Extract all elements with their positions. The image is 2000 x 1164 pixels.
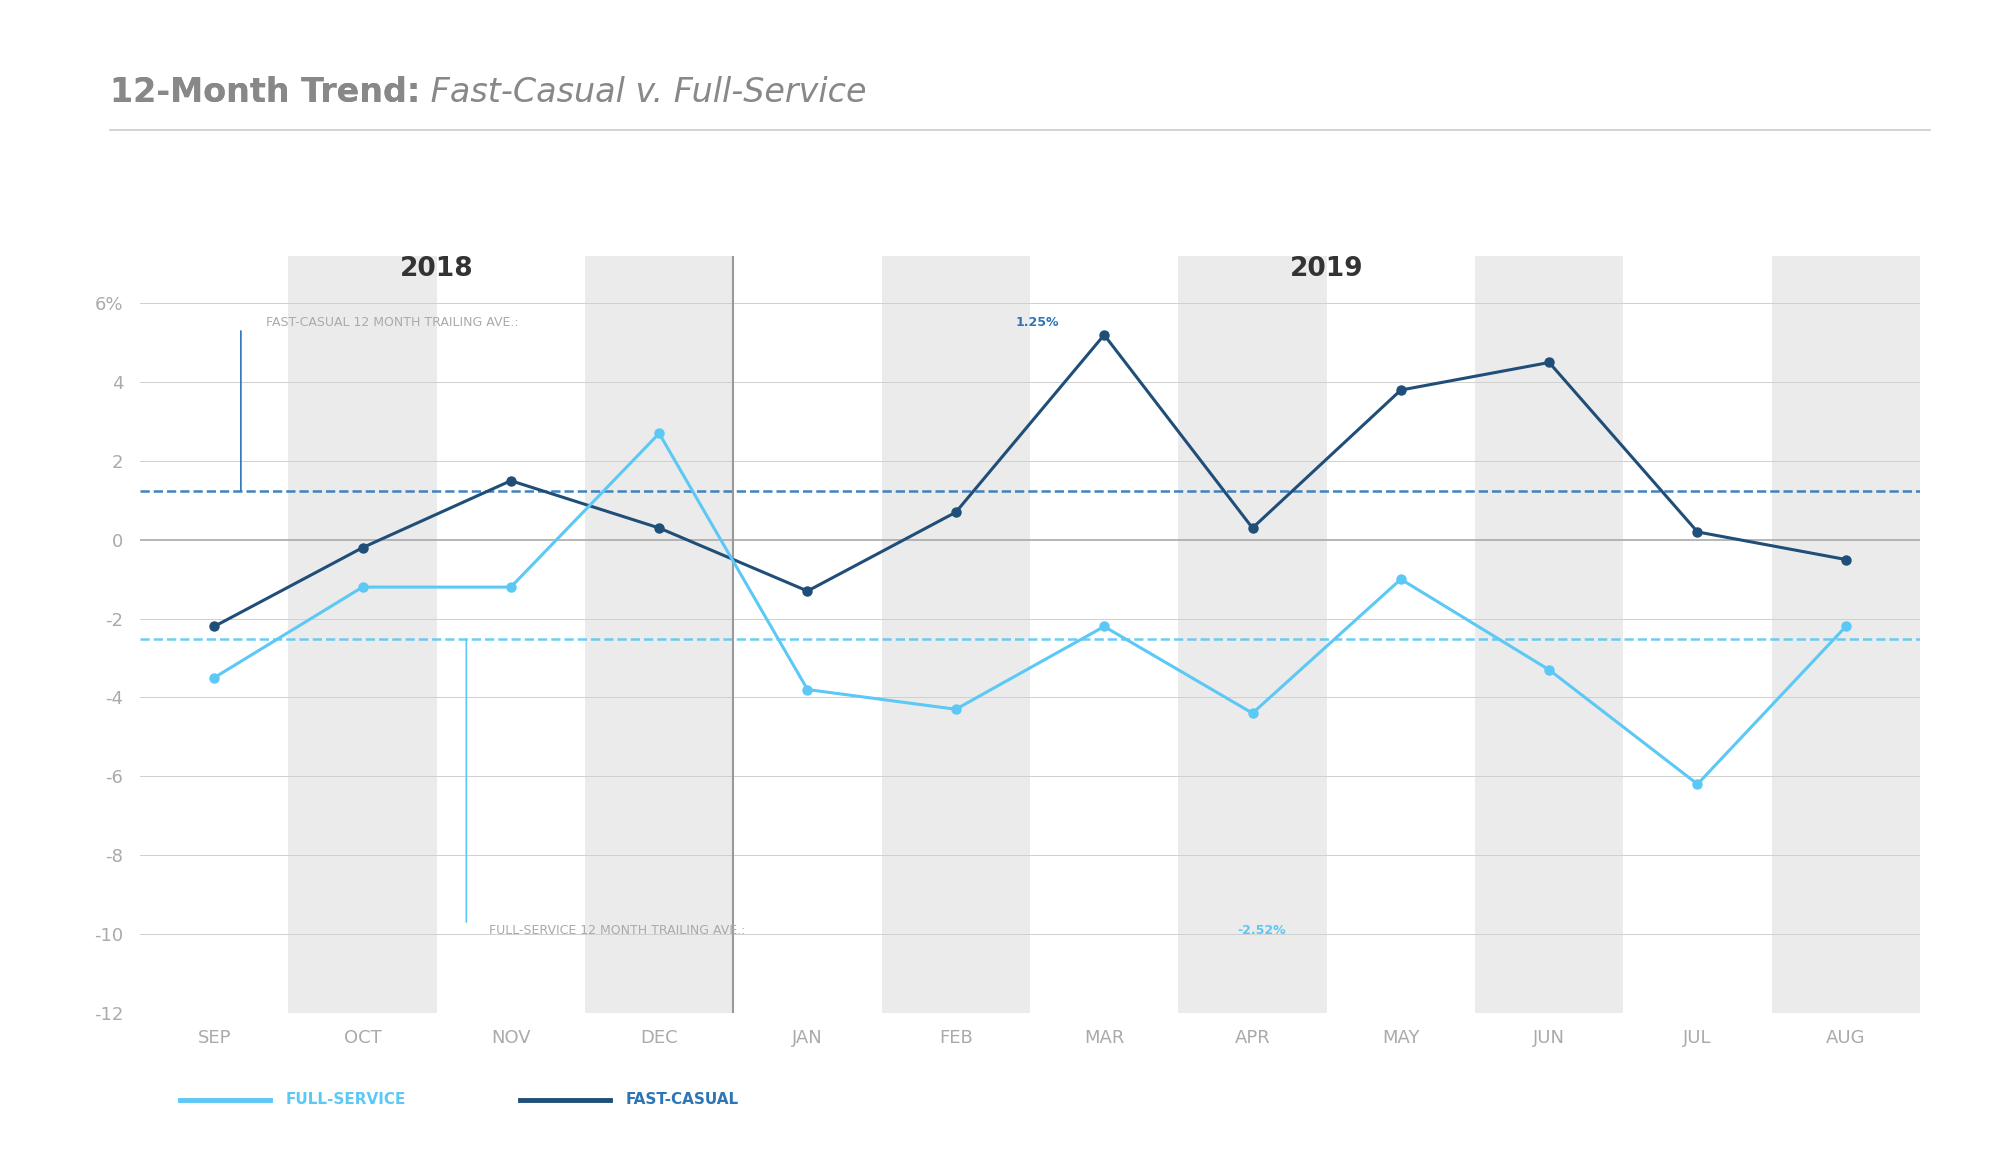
Bar — [1030, 256, 1178, 1013]
Bar — [584, 256, 734, 1013]
Bar — [1476, 256, 1624, 1013]
Bar — [734, 256, 882, 1013]
Text: 2018: 2018 — [400, 256, 474, 282]
Text: 12-Month Trend:: 12-Month Trend: — [110, 76, 420, 108]
Bar — [436, 256, 584, 1013]
Bar — [1772, 256, 1920, 1013]
Text: 2019: 2019 — [1290, 256, 1364, 282]
Text: 12-Month Trend:: 12-Month Trend: — [110, 76, 420, 108]
Bar — [1624, 256, 1772, 1013]
Text: FULL-SERVICE: FULL-SERVICE — [286, 1093, 406, 1107]
Text: FULL-SERVICE 12 MONTH TRAILING AVE.:: FULL-SERVICE 12 MONTH TRAILING AVE.: — [488, 924, 752, 937]
Bar — [1178, 256, 1326, 1013]
Text: FAST-CASUAL: FAST-CASUAL — [626, 1093, 740, 1107]
Bar — [140, 256, 288, 1013]
Bar — [1326, 256, 1474, 1013]
Text: Fast-Casual v. Full-Service: Fast-Casual v. Full-Service — [420, 76, 866, 108]
Text: 1.25%: 1.25% — [1016, 315, 1058, 329]
Bar — [288, 256, 436, 1013]
Bar — [882, 256, 1030, 1013]
Text: -2.52%: -2.52% — [1238, 924, 1286, 937]
Text: FAST-CASUAL 12 MONTH TRAILING AVE.:: FAST-CASUAL 12 MONTH TRAILING AVE.: — [266, 315, 526, 329]
